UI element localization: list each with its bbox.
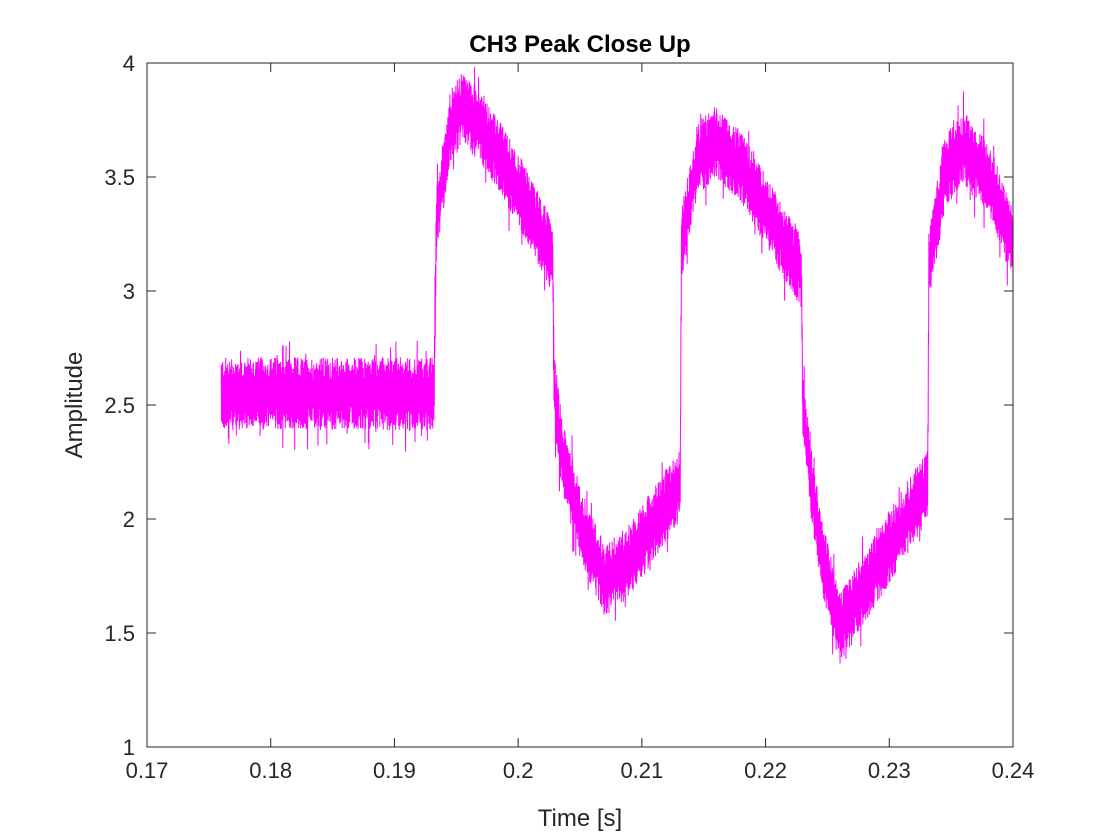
x-tick-label: 0.18 — [249, 758, 292, 783]
x-tick-label: 0.19 — [373, 758, 416, 783]
x-axis-ticks: 0.17 0.18 0.19 0.2 0.21 0.22 0.23 0.24 — [126, 63, 1035, 783]
y-tick-label: 2.5 — [104, 393, 135, 418]
y-tick-label: 2 — [123, 507, 135, 532]
y-axis-ticks: 1 1.5 2 2.5 3 3.5 4 — [104, 51, 1013, 760]
y-tick-label: 3 — [123, 279, 135, 304]
y-tick-label: 1.5 — [104, 621, 135, 646]
x-tick-label: 0.23 — [868, 758, 911, 783]
series-layer — [220, 66, 1013, 664]
x-axis-label: Time [s] — [538, 805, 622, 832]
y-tick-label: 1 — [123, 735, 135, 760]
x-tick-label: 0.24 — [992, 758, 1035, 783]
y-tick-label: 4 — [123, 51, 135, 76]
plot-area: 0.17 0.18 0.19 0.2 0.21 0.22 0.23 0.24 1 1.5 2 2.5… — [104, 51, 1034, 783]
y-tick-label: 3.5 — [104, 165, 135, 190]
x-tick-label: 0.22 — [744, 758, 787, 783]
series-line-0 — [220, 66, 1013, 664]
x-tick-label: 0.2 — [503, 758, 534, 783]
x-tick-label: 0.21 — [620, 758, 663, 783]
x-tick-label: 0.17 — [126, 758, 169, 783]
chart-title: CH3 Peak Close Up — [469, 31, 690, 58]
y-axis-label: Amplitude — [61, 352, 88, 459]
